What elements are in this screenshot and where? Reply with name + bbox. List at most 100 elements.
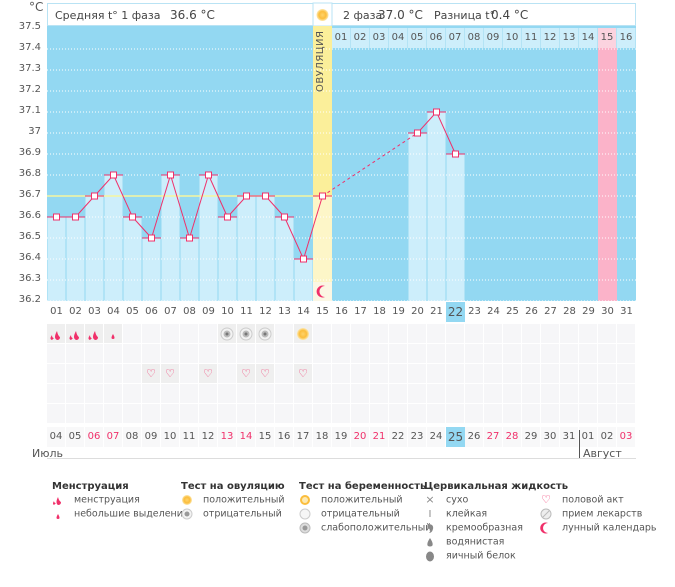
marker-cell[interactable]	[85, 364, 103, 383]
cycle-day-label[interactable]: 19	[392, 306, 405, 317]
marker-cell[interactable]	[408, 344, 426, 363]
marker-cell[interactable]	[408, 324, 426, 343]
calendar-date[interactable]: 08	[123, 427, 141, 447]
marker-cell[interactable]	[142, 384, 160, 403]
marker-cell[interactable]	[579, 364, 597, 383]
marker-cell[interactable]	[332, 324, 350, 343]
marker-cell[interactable]	[389, 384, 407, 403]
cycle-day-label[interactable]: 26	[525, 306, 538, 317]
marker-cell[interactable]	[579, 324, 597, 343]
marker-cell[interactable]	[579, 344, 597, 363]
calendar-date[interactable]: 12	[199, 427, 217, 447]
marker-cell[interactable]	[256, 344, 274, 363]
marker-cell[interactable]	[294, 384, 312, 403]
marker-cell[interactable]	[560, 324, 578, 343]
marker-cell[interactable]	[465, 364, 483, 383]
cycle-day-label[interactable]: 07	[164, 306, 177, 317]
marker-cell[interactable]	[218, 384, 236, 403]
calendar-date[interactable]: 02	[598, 427, 616, 447]
marker-cell[interactable]	[66, 344, 84, 363]
marker-cell[interactable]	[199, 324, 217, 343]
marker-cell[interactable]	[275, 324, 293, 343]
calendar-date[interactable]: 06	[85, 427, 103, 447]
calendar-date[interactable]: 28	[503, 427, 521, 447]
marker-cell[interactable]	[332, 384, 350, 403]
cycle-day-label[interactable]: 15	[316, 306, 329, 317]
marker-cell[interactable]	[446, 324, 464, 343]
marker-cell[interactable]	[522, 344, 540, 363]
marker-cell[interactable]	[199, 404, 217, 423]
calendar-date[interactable]: 04	[47, 427, 65, 447]
marker-cell[interactable]	[313, 404, 331, 423]
marker-cell[interactable]	[617, 364, 635, 383]
marker-cell[interactable]	[313, 324, 331, 343]
marker-cell[interactable]	[199, 344, 217, 363]
cycle-day-label[interactable]: 09	[202, 306, 215, 317]
cycle-day-label[interactable]: 22	[446, 302, 465, 322]
marker-cell[interactable]	[598, 364, 616, 383]
calendar-date[interactable]: 11	[180, 427, 198, 447]
marker-cell[interactable]	[427, 364, 445, 383]
marker-cell[interactable]	[180, 324, 198, 343]
marker-cell[interactable]	[161, 404, 179, 423]
marker-cell[interactable]	[180, 344, 198, 363]
calendar-date[interactable]: 18	[313, 427, 331, 447]
marker-cell[interactable]	[579, 384, 597, 403]
marker-cell[interactable]	[522, 384, 540, 403]
marker-cell[interactable]	[256, 384, 274, 403]
marker-cell[interactable]	[370, 344, 388, 363]
marker-cell[interactable]	[123, 344, 141, 363]
marker-cell[interactable]	[351, 384, 369, 403]
marker-cell[interactable]	[180, 404, 198, 423]
marker-cell[interactable]	[275, 344, 293, 363]
calendar-date[interactable]: 03	[617, 427, 635, 447]
marker-cell[interactable]	[598, 324, 616, 343]
marker-cell[interactable]	[275, 404, 293, 423]
marker-cell[interactable]	[161, 384, 179, 403]
marker-cell[interactable]	[256, 324, 274, 343]
calendar-date[interactable]: 24	[427, 427, 445, 447]
calendar-date[interactable]: 21	[370, 427, 388, 447]
calendar-date[interactable]: 13	[218, 427, 236, 447]
calendar-date[interactable]: 22	[389, 427, 407, 447]
calendar-date[interactable]: 27	[484, 427, 502, 447]
marker-cell[interactable]	[161, 324, 179, 343]
marker-cell[interactable]	[104, 364, 122, 383]
marker-cell[interactable]	[218, 324, 236, 343]
marker-cell[interactable]	[218, 344, 236, 363]
calendar-date[interactable]: 29	[522, 427, 540, 447]
marker-cell[interactable]	[446, 364, 464, 383]
calendar-date[interactable]: 09	[142, 427, 160, 447]
marker-cell[interactable]	[503, 404, 521, 423]
marker-cell[interactable]	[484, 324, 502, 343]
cycle-day-label[interactable]: 13	[278, 306, 291, 317]
cycle-day-label[interactable]: 28	[563, 306, 576, 317]
calendar-date[interactable]: 19	[332, 427, 350, 447]
marker-cell[interactable]	[237, 404, 255, 423]
cycle-day-label[interactable]: 03	[88, 306, 101, 317]
calendar-date[interactable]: 14	[237, 427, 255, 447]
cycle-day-label[interactable]: 24	[487, 306, 500, 317]
marker-cell[interactable]	[389, 364, 407, 383]
marker-cell[interactable]	[123, 324, 141, 343]
marker-cell[interactable]	[104, 384, 122, 403]
marker-cell[interactable]: ♡	[199, 364, 217, 383]
marker-cell[interactable]	[617, 344, 635, 363]
cycle-day-label[interactable]: 30	[601, 306, 614, 317]
marker-cell[interactable]	[427, 344, 445, 363]
calendar-date[interactable]: 25	[446, 427, 465, 447]
marker-cell[interactable]	[560, 384, 578, 403]
cycle-day-label[interactable]: 10	[221, 306, 234, 317]
marker-cell[interactable]	[237, 344, 255, 363]
cycle-day-label[interactable]: 11	[240, 306, 253, 317]
marker-cell[interactable]	[560, 404, 578, 423]
marker-cell[interactable]	[332, 404, 350, 423]
marker-cell[interactable]	[484, 384, 502, 403]
marker-cell[interactable]	[256, 404, 274, 423]
marker-cell[interactable]	[85, 344, 103, 363]
marker-cell[interactable]	[47, 384, 65, 403]
marker-cell[interactable]	[427, 384, 445, 403]
marker-cell[interactable]	[541, 384, 559, 403]
calendar-date[interactable]: 31	[560, 427, 578, 447]
marker-cell[interactable]	[351, 364, 369, 383]
